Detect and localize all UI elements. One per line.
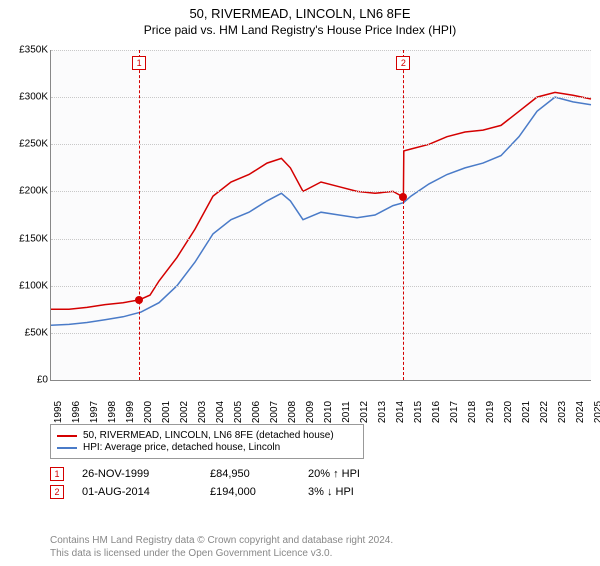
x-tick-label: 2016 [431,401,442,423]
chart-plot-area: 12 [50,50,591,381]
legend-area: 50, RIVERMEAD, LINCOLN, LN6 8FE (detache… [50,424,590,503]
y-tick-label: £100K [4,280,48,291]
x-tick-label: 1997 [89,401,100,423]
legend-row: 50, RIVERMEAD, LINCOLN, LN6 8FE (detache… [57,430,357,441]
series-line [51,92,591,309]
sale-row-diff: 3% ↓ HPI [308,486,388,498]
x-tick-label: 2007 [269,401,280,423]
x-tick-label: 2024 [575,401,586,423]
sale-row-price: £194,000 [210,486,290,498]
chart-container: 50, RIVERMEAD, LINCOLN, LN6 8FE Price pa… [0,6,600,566]
gridline-h [51,97,591,98]
chart-subtitle: Price paid vs. HM Land Registry's House … [0,23,600,37]
y-tick-label: £300K [4,92,48,103]
x-tick-label: 2023 [557,401,568,423]
legend-label: 50, RIVERMEAD, LINCOLN, LN6 8FE (detache… [83,430,334,441]
legend-row: HPI: Average price, detached house, Linc… [57,442,357,453]
x-tick-label: 2013 [377,401,388,423]
attribution-line1: Contains HM Land Registry data © Crown c… [50,534,393,547]
gridline-h [51,239,591,240]
sale-row-date: 01-AUG-2014 [82,486,192,498]
legend-label: HPI: Average price, detached house, Linc… [83,442,280,453]
legend-box: 50, RIVERMEAD, LINCOLN, LN6 8FE (detache… [50,424,364,459]
legend-swatch [57,435,77,437]
y-tick-label: £150K [4,233,48,244]
chart-lines-svg [51,50,591,380]
y-tick-label: £350K [4,45,48,56]
attribution-line2: This data is licensed under the Open Gov… [50,547,393,560]
x-tick-label: 2015 [413,401,424,423]
sale-row: 1 26-NOV-1999 £84,950 20% ↑ HPI [50,467,590,481]
x-tick-label: 2006 [251,401,262,423]
sale-row-date: 26-NOV-1999 [82,468,192,480]
sale-row: 2 01-AUG-2014 £194,000 3% ↓ HPI [50,485,590,499]
x-tick-label: 2001 [161,401,172,423]
x-tick-label: 2020 [503,401,514,423]
x-tick-label: 2019 [485,401,496,423]
sale-row-price: £84,950 [210,468,290,480]
sale-row-marker: 1 [50,467,64,481]
x-tick-label: 2000 [143,401,154,423]
y-tick-label: £50K [4,327,48,338]
series-line [51,97,591,325]
x-tick-label: 1995 [53,401,64,423]
sales-list: 1 26-NOV-1999 £84,950 20% ↑ HPI 2 01-AUG-2014… [50,467,590,499]
x-tick-label: 2021 [521,401,532,423]
y-tick-label: £200K [4,186,48,197]
x-tick-label: 2012 [359,401,370,423]
sale-marker-vline [403,50,404,380]
chart-title: 50, RIVERMEAD, LINCOLN, LN6 8FE [0,6,600,21]
x-tick-label: 1999 [125,401,136,423]
sale-marker-point [135,296,143,304]
gridline-h [51,144,591,145]
sale-row-marker: 2 [50,485,64,499]
sale-marker-point [399,193,407,201]
x-tick-label: 2002 [179,401,190,423]
y-tick-label: £0 [4,375,48,386]
sale-marker-box: 1 [132,56,146,70]
x-tick-label: 2025 [593,401,600,423]
x-tick-label: 2022 [539,401,550,423]
x-tick-label: 2014 [395,401,406,423]
gridline-h [51,333,591,334]
x-tick-label: 2004 [215,401,226,423]
x-tick-label: 1998 [107,401,118,423]
x-tick-label: 2018 [467,401,478,423]
x-tick-label: 2003 [197,401,208,423]
gridline-h [51,191,591,192]
sale-marker-vline [139,50,140,380]
y-tick-label: £250K [4,139,48,150]
attribution-text: Contains HM Land Registry data © Crown c… [50,534,393,560]
x-tick-label: 2008 [287,401,298,423]
x-tick-label: 2009 [305,401,316,423]
x-tick-label: 2011 [341,401,352,423]
gridline-h [51,286,591,287]
legend-swatch [57,447,77,449]
x-tick-label: 2010 [323,401,334,423]
sale-marker-box: 2 [396,56,410,70]
x-tick-label: 1996 [71,401,82,423]
gridline-h [51,50,591,51]
x-tick-label: 2005 [233,401,244,423]
x-tick-label: 2017 [449,401,460,423]
sale-row-diff: 20% ↑ HPI [308,468,388,480]
